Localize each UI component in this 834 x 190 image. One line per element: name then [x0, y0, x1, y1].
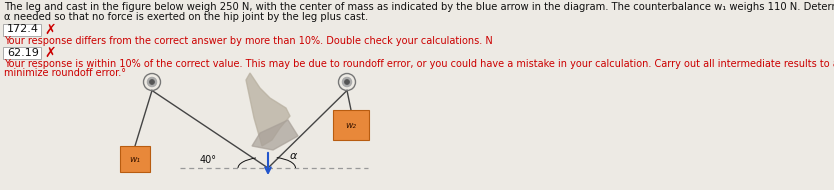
Polygon shape: [246, 73, 290, 146]
FancyBboxPatch shape: [3, 47, 42, 59]
Text: 172.4: 172.4: [7, 25, 39, 35]
Text: 40°: 40°: [200, 155, 217, 165]
Text: α needed so that no force is exerted on the hip joint by the leg plus cast.: α needed so that no force is exerted on …: [4, 12, 369, 22]
Text: α: α: [290, 151, 298, 161]
Circle shape: [148, 77, 157, 87]
Polygon shape: [252, 120, 298, 150]
Circle shape: [149, 79, 154, 85]
FancyBboxPatch shape: [120, 146, 150, 172]
Text: ✗: ✗: [44, 45, 56, 59]
Text: The leg and cast in the figure below weigh 250 N, with the center of mass as ind: The leg and cast in the figure below wei…: [4, 2, 834, 12]
Text: w₁: w₁: [129, 154, 140, 164]
Text: minimize roundoff error.°: minimize roundoff error.°: [4, 68, 126, 78]
Circle shape: [342, 77, 352, 87]
Text: Your response differs from the correct answer by more than 10%. Double check you: Your response differs from the correct a…: [4, 36, 493, 46]
Text: ✗: ✗: [44, 22, 56, 36]
Circle shape: [344, 79, 349, 85]
Text: w₂: w₂: [345, 120, 356, 130]
Text: 62.19: 62.19: [7, 48, 39, 58]
Text: Your response is within 10% of the correct value. This may be due to roundoff er: Your response is within 10% of the corre…: [4, 59, 834, 69]
FancyBboxPatch shape: [333, 110, 369, 140]
FancyBboxPatch shape: [3, 24, 42, 36]
